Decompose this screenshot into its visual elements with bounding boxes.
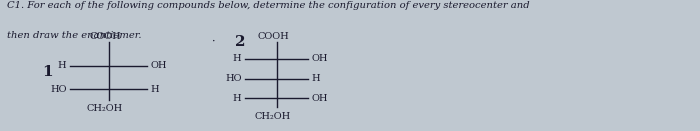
Text: HO: HO xyxy=(225,74,242,83)
Text: CH₂OH: CH₂OH xyxy=(87,104,123,113)
Text: COOH: COOH xyxy=(89,32,121,41)
Text: H: H xyxy=(58,61,66,70)
Text: HO: HO xyxy=(50,85,66,94)
Text: H: H xyxy=(150,85,159,94)
Text: ·: · xyxy=(211,37,216,47)
Text: H: H xyxy=(233,94,242,103)
Text: CH₂OH: CH₂OH xyxy=(255,111,291,121)
Text: 2: 2 xyxy=(234,35,245,49)
Text: H: H xyxy=(312,74,320,83)
Text: OH: OH xyxy=(150,61,167,70)
Text: then draw the enantiomer.: then draw the enantiomer. xyxy=(7,31,141,40)
Text: OH: OH xyxy=(312,94,328,103)
Text: H: H xyxy=(233,54,242,63)
Text: OH: OH xyxy=(312,54,328,63)
Text: 1: 1 xyxy=(42,65,52,79)
Text: C1. For each of the following compounds below, determine the configuration of ev: C1. For each of the following compounds … xyxy=(7,1,530,10)
Text: COOH: COOH xyxy=(257,32,289,41)
